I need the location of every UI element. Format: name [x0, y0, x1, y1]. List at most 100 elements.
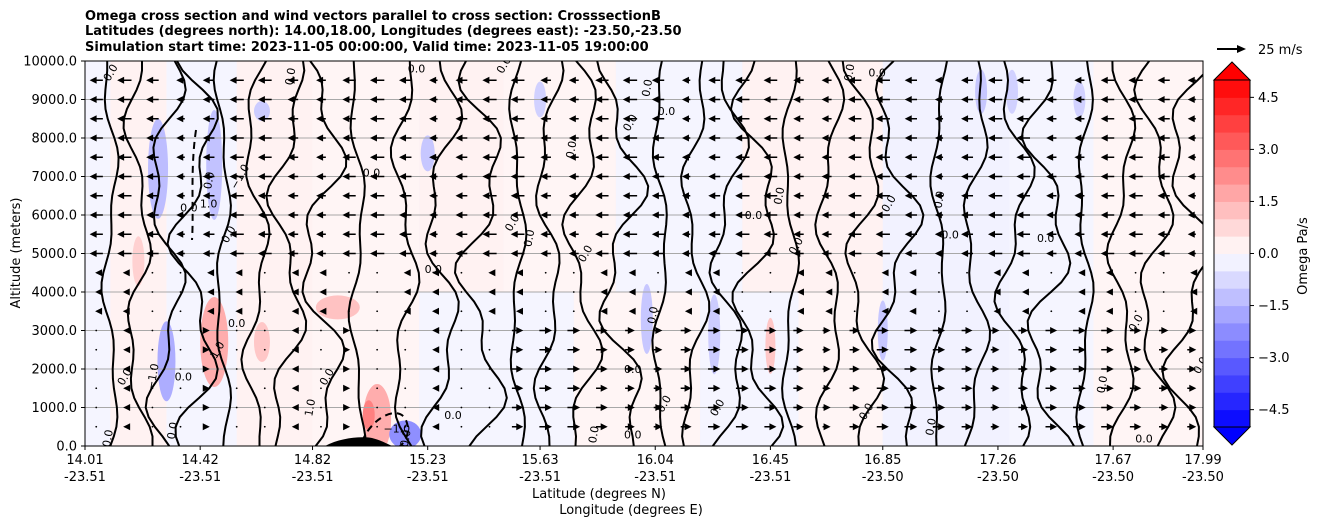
wind-vector-head [176, 192, 184, 200]
wind-vector-head [600, 365, 608, 373]
wind-vector-calm [460, 425, 463, 428]
wind-vector-calm [179, 310, 182, 313]
colorbar-segment [1214, 166, 1250, 185]
wind-vector-head [1074, 173, 1082, 180]
wind-vector-head [1100, 250, 1108, 257]
wind-vector-head [793, 115, 801, 123]
wind-vector-head [708, 96, 716, 103]
wind-vector-head [684, 327, 692, 334]
wind-vector-head [319, 269, 327, 277]
wind-vector-head [1187, 153, 1195, 161]
wind-vector-head [257, 230, 265, 238]
wind-vector-head [202, 153, 210, 161]
wind-vector-head [287, 134, 295, 142]
wind-vector-head [910, 404, 918, 411]
wind-vector-head [1050, 327, 1058, 334]
wind-vector-head [431, 269, 439, 277]
wind-vector-calm [235, 329, 238, 332]
wind-vector-head [89, 211, 97, 219]
wind-vector-head [681, 115, 689, 123]
wind-vector-calm [376, 368, 379, 370]
wind-vector-head [287, 76, 295, 84]
wind-vector-head [1016, 230, 1024, 238]
wind-vector-head [95, 307, 103, 315]
wind-vector-calm [488, 387, 491, 390]
wind-vector-head [117, 211, 125, 219]
colorbar-segment [1214, 114, 1250, 133]
chart-title-line-2: Latitudes (degrees north): 14.00,18.00, … [85, 24, 682, 39]
wind-vector-head [934, 211, 942, 219]
wind-vector-calm [741, 291, 744, 293]
wind-vector-head [342, 153, 350, 161]
wind-vector-head [628, 269, 636, 277]
contour-line [144, 61, 187, 446]
wind-vector-head [540, 96, 548, 103]
contour-label: 0.0 [363, 167, 381, 180]
wind-vector-head [651, 134, 659, 142]
wind-vector-head [600, 404, 608, 411]
wind-vector-head [1021, 423, 1029, 431]
wind-vector-head [342, 115, 350, 123]
wind-vector-head [176, 153, 184, 161]
wind-vector-head [1128, 211, 1136, 219]
wind-vector-head [1078, 288, 1086, 296]
wind-vector-head [713, 404, 721, 411]
wind-vector-head [1189, 423, 1197, 431]
wind-vector-head [847, 211, 855, 219]
wind-vector-head [316, 173, 324, 180]
wind-vector-head [117, 134, 125, 142]
contour-line [1075, 61, 1095, 446]
wind-vector-calm [488, 368, 491, 370]
wind-vector-head [1050, 404, 1058, 411]
colorbar-tick-label: 0.0 [1258, 247, 1279, 262]
wind-vector-calm [179, 329, 182, 332]
wind-vector-head [1161, 346, 1169, 354]
wind-vector-head [1046, 250, 1054, 257]
contour-line [389, 61, 421, 446]
wind-vector-head [403, 269, 411, 277]
contour-label: 0.0 [165, 421, 181, 440]
wind-vector-head [904, 76, 912, 84]
wind-vector-head [1078, 365, 1086, 373]
wind-vector-head [1187, 173, 1195, 180]
wind-vector-head [1105, 288, 1113, 296]
wind-vector-head [713, 346, 721, 354]
wind-vector-head [796, 423, 804, 431]
wind-vector-head [763, 76, 771, 84]
wind-vector-head [1128, 230, 1136, 238]
wind-vector-head [1106, 327, 1114, 334]
colorbar-segment [1214, 97, 1250, 116]
wind-vector-head [1016, 96, 1024, 103]
wind-vector-head [1106, 346, 1114, 354]
wind-vector-head [875, 250, 883, 257]
wind-vector-head [1190, 288, 1198, 296]
wind-vector-calm [544, 271, 547, 274]
wind-vector-head [875, 134, 883, 142]
wind-vector-head [568, 76, 576, 84]
wind-vector-head [122, 288, 130, 296]
wind-vector-head [712, 269, 720, 277]
wind-vector-head [544, 423, 552, 431]
omega-anomaly [1005, 69, 1018, 114]
wind-vector-head [595, 173, 603, 180]
wind-vector-head [651, 211, 659, 219]
wind-vector-head [1157, 76, 1165, 84]
wind-vector-head [1187, 192, 1195, 200]
colorbar-segment [1214, 236, 1250, 254]
y-tick-label: 0.0 [56, 440, 77, 455]
vector-key-label: 25 m/s [1258, 43, 1303, 58]
wind-vector-calm [741, 310, 744, 313]
wind-vector-head [852, 423, 860, 431]
wind-vector-head [965, 384, 973, 392]
wind-vector-head [455, 134, 463, 142]
wind-vector-calm [938, 291, 940, 293]
wind-vector-head [369, 134, 377, 142]
wind-vector-head [769, 365, 777, 373]
wind-vector-head [1187, 250, 1195, 257]
wind-vector-head [202, 134, 210, 142]
wind-vector-head [655, 423, 663, 431]
wind-vector-head [595, 134, 603, 142]
contour-label: 0.0 [868, 67, 886, 80]
wind-vector-head [961, 134, 969, 142]
wind-vector-calm [1134, 310, 1137, 313]
